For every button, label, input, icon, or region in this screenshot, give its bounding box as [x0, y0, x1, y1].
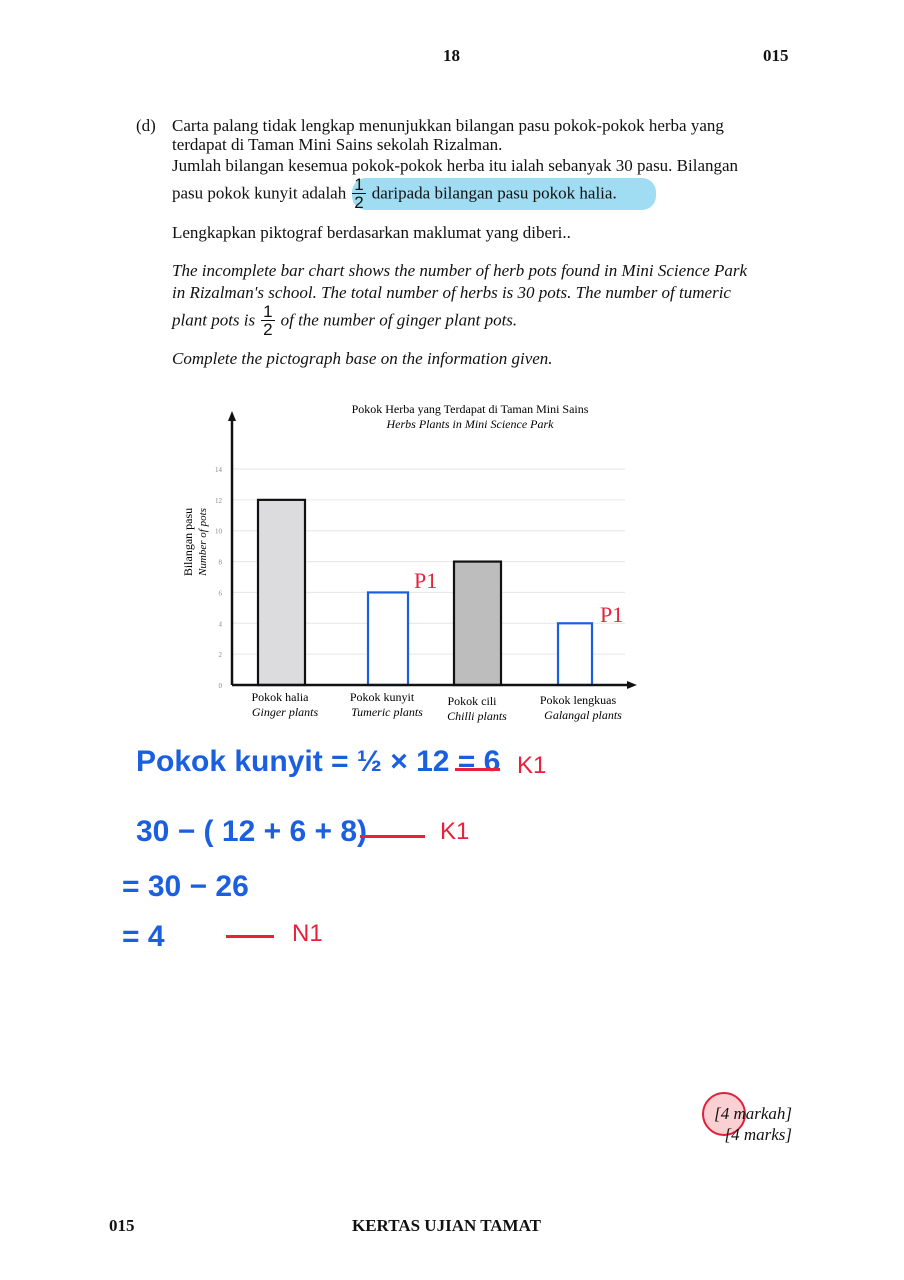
chart-subtitle: Herbs Plants in Mini Science Park — [386, 417, 555, 431]
question-text: terdapat di Taman Mini Sains sekolah Riz… — [172, 135, 503, 154]
question-text-en: The incomplete bar chart shows the numbe… — [172, 261, 748, 280]
y-axis-label-en: Number of pots — [197, 508, 209, 577]
red-circle-annotation — [702, 1092, 746, 1136]
y-tick-label: 6 — [219, 589, 223, 597]
text-part: of the number of ginger plant pots. — [280, 310, 518, 330]
x-tick-label-en: Chilli plants — [447, 709, 507, 723]
y-axis-arrow-icon — [228, 411, 236, 421]
x-tick-label: Pokok cili — [447, 694, 497, 708]
question-text-en: in Rizalman's school. The total number o… — [172, 283, 731, 302]
dash — [360, 835, 425, 838]
text-part: pasu pokok kunyit adalah — [172, 183, 347, 203]
y-tick-label: 14 — [215, 466, 223, 474]
y-tick-label: 2 — [219, 651, 223, 659]
mark-k1: K1 — [517, 752, 547, 779]
y-axis-label: Bilangan pasu — [181, 508, 195, 576]
dash — [226, 935, 274, 938]
numerator: 1 — [261, 302, 275, 321]
x-tick-label-en: Tumeric plants — [351, 705, 423, 719]
question-text-en: plant pots is 1 2 of the number of ginger p… — [172, 303, 517, 338]
y-tick-label: 4 — [219, 620, 223, 628]
paper-code: 015 — [763, 46, 789, 65]
footer-title: KERTAS UJIAN TAMAT — [352, 1216, 541, 1235]
numerator: 1 — [352, 175, 366, 194]
mark-k1: K1 — [440, 818, 470, 845]
working-line-1: Pokok kunyit = ½ × 12 = 6 — [136, 745, 501, 778]
question-label: (d) — [136, 116, 156, 135]
question-text: Lengkapkan piktograf berdasarkan makluma… — [172, 223, 571, 242]
denominator: 2 — [263, 320, 273, 339]
bar-chart: Pokok Herba yang Terdapat di Taman Mini … — [181, 402, 637, 723]
marks-malay: [4 markah] — [714, 1104, 792, 1123]
question-text: Carta palang tidak lengkap menunjukkan b… — [172, 116, 724, 135]
text-part: plant pots is — [172, 310, 256, 330]
marks-english: [4 marks] — [724, 1125, 792, 1144]
x-tick-label: Pokok lengkuas — [540, 693, 617, 707]
x-tick-label-en: Ginger plants — [252, 705, 319, 719]
dash — [455, 768, 500, 771]
footer-code: 015 — [109, 1216, 135, 1235]
question-text-en: Complete the pictograph base on the info… — [172, 349, 553, 368]
bar-tumeric-plants — [366, 591, 410, 687]
y-tick-label: 10 — [215, 528, 223, 536]
x-tick-label: Pokok kunyit — [350, 690, 415, 704]
annotation-p1: P1 — [414, 568, 437, 593]
bar-galangal-plants — [556, 622, 594, 687]
question-text: pasu pokok kunyit adalah 1 2 daripada bilan… — [172, 176, 617, 211]
text-part: daripada bilangan pasu pokok halia. — [371, 183, 617, 203]
working-line-3: = 30 − 26 — [122, 870, 249, 903]
mark-n1: N1 — [292, 920, 323, 947]
y-tick-label: 8 — [219, 559, 223, 567]
bar-ginger-plants — [256, 498, 307, 687]
x-tick-label: Pokok halia — [252, 690, 310, 704]
bar-chilli-plants — [452, 560, 503, 687]
highlight — [352, 178, 656, 210]
x-tick-label-en: Galangal plants — [544, 708, 622, 722]
x-axis-arrow-icon — [627, 681, 637, 689]
denominator: 2 — [354, 193, 364, 212]
chart-title: Pokok Herba yang Terdapat di Taman Mini … — [352, 402, 589, 416]
working-line-4: = 4 — [122, 920, 165, 953]
y-tick-label: 12 — [215, 497, 223, 505]
working-line-2: 30 − ( 12 + 6 + 8) — [136, 815, 367, 848]
question-text: Jumlah bilangan kesemua pokok-pokok herb… — [172, 156, 739, 175]
y-tick-label: 0 — [219, 682, 223, 690]
annotation-p1: P1 — [600, 602, 623, 627]
page-number: 18 — [443, 46, 460, 65]
